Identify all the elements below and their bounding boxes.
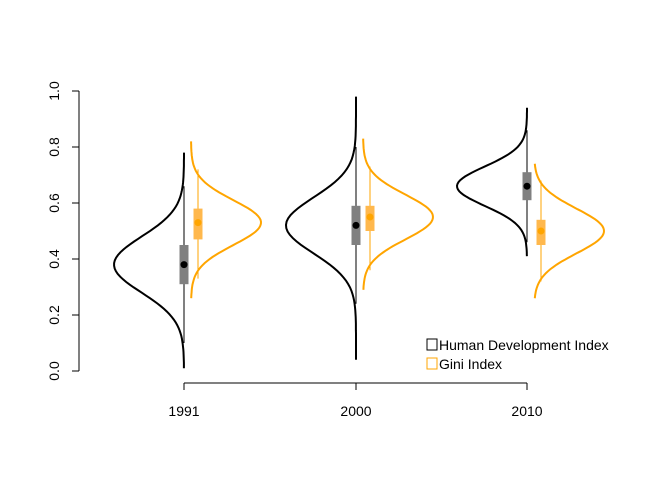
median-point [180,261,188,269]
legend: Human Development Index Gini Index [426,337,609,372]
y-tick-label: 0.8 [46,137,62,157]
y-tick-label: 0.2 [46,305,62,325]
legend-swatch [426,338,438,351]
median-point [194,219,202,227]
violin-gini-1991 [190,141,263,299]
legend-label: Human Development Index [439,337,609,353]
y-tick-label: 0.6 [46,193,62,213]
x-axis: 1991 2000 2010 [168,382,543,419]
y-tick-label: 0.4 [46,249,62,269]
plot-area [113,96,606,369]
legend-swatch [426,357,438,370]
y-tick-label: 0.0 [46,361,62,381]
x-tick-label: 2010 [511,403,542,419]
median-point [366,213,374,221]
legend-label: Gini Index [439,356,502,372]
median-point [352,221,360,229]
x-tick-label: 1991 [168,403,199,419]
median-point [537,227,545,235]
y-axis: 0.0 0.2 0.4 0.6 0.8 1.0 [46,81,80,381]
violin-hdi-2000 [284,96,357,360]
y-tick-label: 1.0 [46,81,62,101]
violin-hdi-1991 [113,152,185,369]
violin-hdi-2010 [455,107,528,257]
x-tick-label: 2000 [340,403,371,419]
median-point [523,182,531,190]
violin-gini-2010 [533,163,606,299]
